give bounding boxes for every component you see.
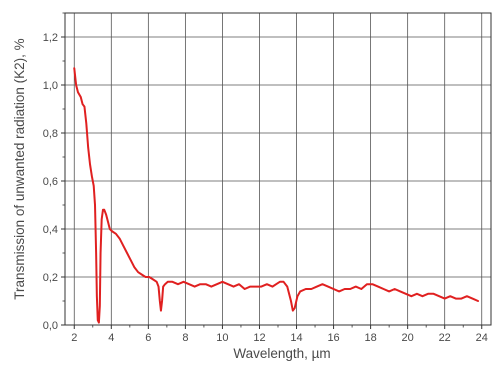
series-layer bbox=[73, 67, 480, 324]
x-tick-label: 2 bbox=[71, 332, 77, 344]
y-tick-label: 0,2 bbox=[43, 272, 58, 284]
x-tick-label: 14 bbox=[290, 332, 302, 344]
grid bbox=[61, 12, 491, 329]
y-tick-label: 1,0 bbox=[43, 80, 58, 92]
plot-frame bbox=[64, 12, 492, 326]
y-tick-label: 1,2 bbox=[43, 32, 58, 44]
x-tick-label: 18 bbox=[364, 332, 376, 344]
y-tick-label: 0,8 bbox=[43, 128, 58, 140]
y-tick-label: 0,4 bbox=[43, 224, 58, 236]
x-tick-label: 16 bbox=[327, 332, 339, 344]
plot-background bbox=[65, 13, 491, 325]
x-tick-label: 6 bbox=[145, 332, 151, 344]
series-line-0 bbox=[73, 67, 480, 324]
x-tick-label: 24 bbox=[476, 332, 488, 344]
x-axis-title: Wavelength, µm bbox=[233, 346, 330, 361]
x-tick-label: 20 bbox=[402, 332, 414, 344]
x-tick-label: 22 bbox=[439, 332, 451, 344]
x-tick-label: 12 bbox=[253, 332, 265, 344]
x-tick-label: 10 bbox=[216, 332, 228, 344]
y-tick-label: 0,6 bbox=[43, 176, 58, 188]
x-tick-label: 4 bbox=[108, 332, 114, 344]
tick-labels: 2 4 6 8 10 12 14 16 18 20 22 240,00,20,40,60,81,01,… bbox=[43, 32, 488, 344]
x-tick-label: 8 bbox=[182, 332, 188, 344]
y-axis-title: Transmission of unwanted radiation (K2),… bbox=[12, 38, 27, 299]
y-tick-label: 0,0 bbox=[43, 320, 58, 332]
